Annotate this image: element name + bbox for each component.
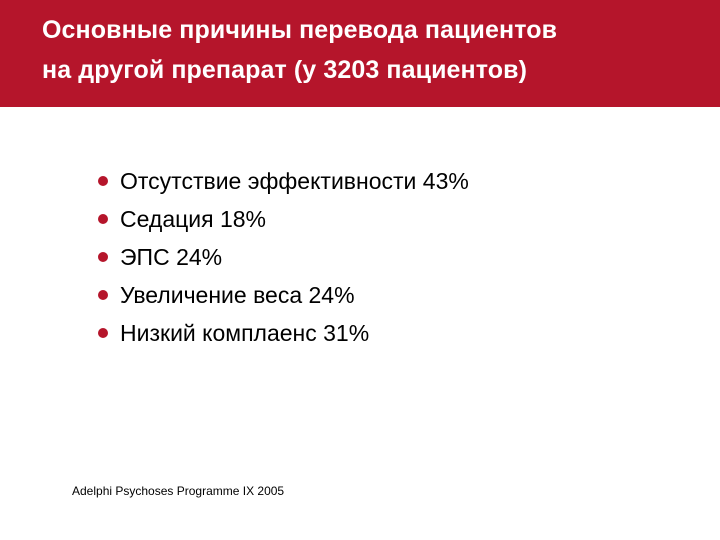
bullet-text: ЭПС 24% — [120, 244, 223, 270]
bullet-dot-icon — [98, 252, 108, 262]
title-band: Основные причины перевода пациентов на д… — [0, 0, 720, 107]
bullet-dot-icon — [98, 176, 108, 186]
bullet-dot-icon — [98, 328, 108, 338]
source-citation: Adelphi Psychoses Programme IX 2005 — [72, 484, 285, 498]
bullet-text: Низкий комплаенс 31% — [120, 320, 370, 346]
slide-title: Основные причины перевода пациентов на д… — [42, 10, 712, 90]
bullet-text: Отсутствие эффективности 43% — [120, 168, 469, 194]
bullet-text: Седация 18% — [120, 206, 267, 232]
bullet-text: Увеличение веса 24% — [120, 282, 355, 308]
slide-title-line: Основные причины перевода пациентов — [42, 16, 558, 44]
bullet-dot-icon — [98, 290, 108, 300]
slide-title-line: на другой препарат (у 3203 пациентов) — [42, 56, 528, 84]
bullet-dot-icon — [98, 214, 108, 224]
